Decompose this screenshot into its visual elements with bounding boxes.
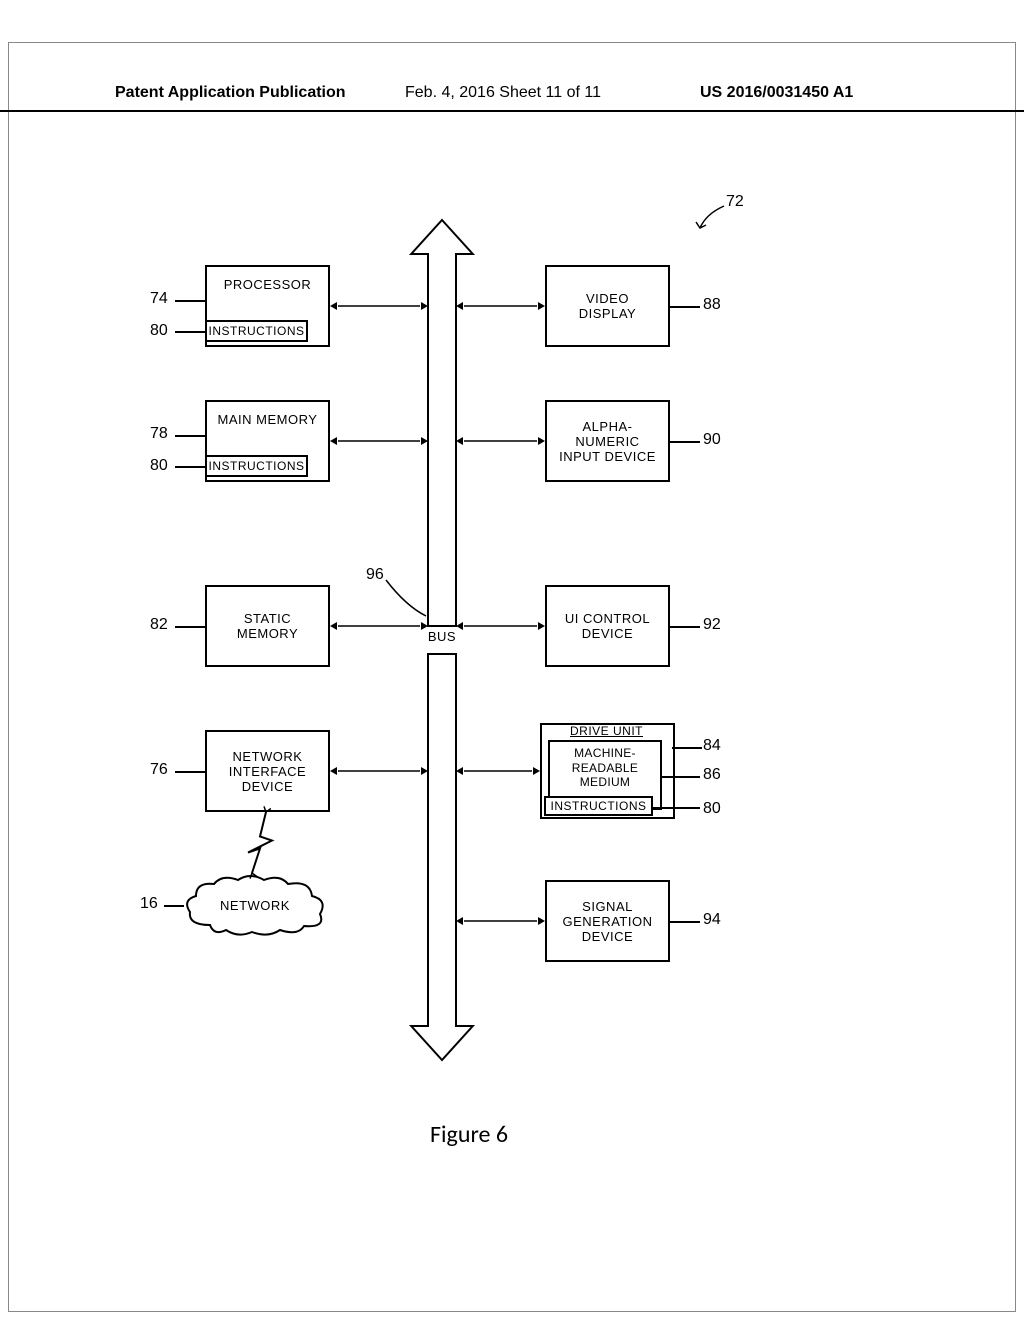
figure-caption: Figure 6 [430,1120,508,1149]
ni-to-cloud-connector [0,0,1024,1320]
page: Patent Application Publication Feb. 4, 2… [0,0,1024,1320]
